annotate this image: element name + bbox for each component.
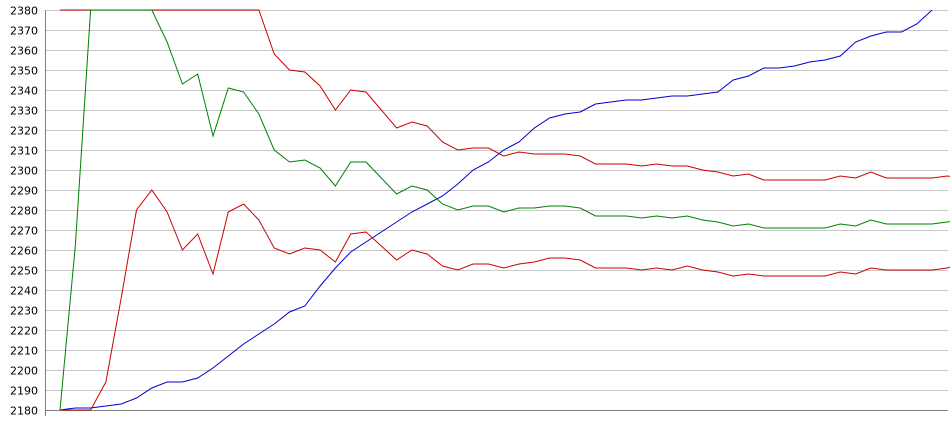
y-tick-label: 2200 xyxy=(10,365,38,378)
y-tick-label: 2330 xyxy=(10,105,38,118)
y-tick-label: 2360 xyxy=(10,45,38,58)
y-tick-label: 2270 xyxy=(10,225,38,238)
series-lines xyxy=(59,9,950,411)
y-tick-label: 2300 xyxy=(10,165,38,178)
series-line-1 xyxy=(59,9,933,411)
y-tick-label: 2230 xyxy=(10,305,38,318)
grid-lines xyxy=(45,10,948,411)
y-tick-label: 2350 xyxy=(10,65,38,78)
y-tick-label: 2370 xyxy=(10,25,38,38)
y-axis-tick-labels: 2180 2190 2200 2210 2220 2230 2240 2250 2260 2270… xyxy=(10,5,38,418)
y-tick-label: 2290 xyxy=(10,185,38,198)
y-tick-label: 2240 xyxy=(10,285,38,298)
y-tick-label: 2210 xyxy=(10,345,38,358)
y-tick-label: 2340 xyxy=(10,85,38,98)
y-tick-label: 2280 xyxy=(10,205,38,218)
y-tick-label: 2380 xyxy=(10,5,38,18)
y-tick-label: 2180 xyxy=(10,405,38,418)
y-tick-label: 2190 xyxy=(10,385,38,398)
y-tick-label: 2320 xyxy=(10,125,38,138)
y-tick-label: 2220 xyxy=(10,325,38,338)
y-tick-label: 2260 xyxy=(10,245,38,258)
series-line-3 xyxy=(59,9,950,411)
y-tick-label: 2310 xyxy=(10,145,38,158)
series-line-2 xyxy=(60,9,950,181)
series-line-4 xyxy=(60,189,950,411)
y-tick-label: 2250 xyxy=(10,265,38,278)
